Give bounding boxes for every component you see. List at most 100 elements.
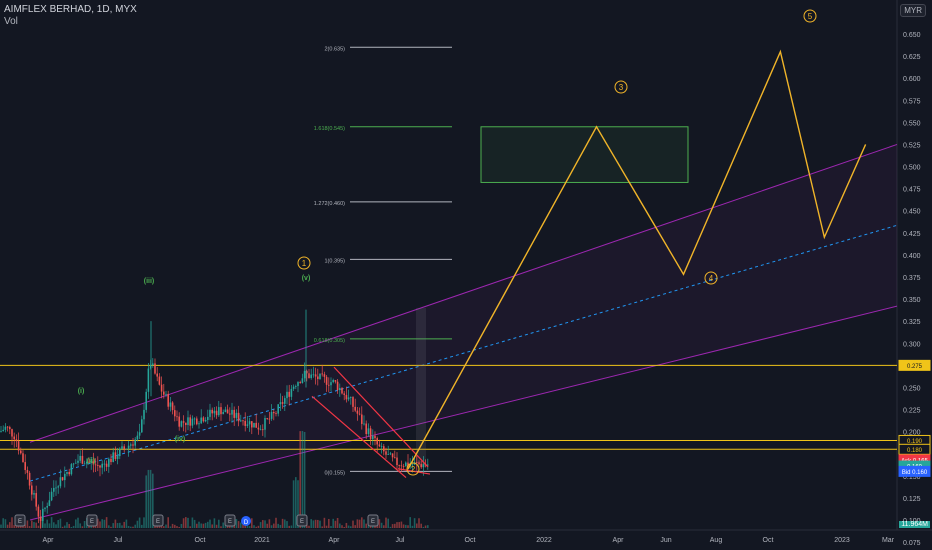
candle-body <box>213 410 216 414</box>
earnings-marker[interactable] <box>367 514 379 527</box>
volume-bar <box>105 517 108 528</box>
earnings-marker[interactable] <box>296 514 308 527</box>
candle-body <box>308 373 310 379</box>
volume-bar <box>218 519 220 528</box>
fib-level-label: 1(0.395) <box>325 258 346 264</box>
volume-bar <box>286 521 288 528</box>
earnings-marker[interactable] <box>14 514 26 527</box>
candle-body <box>72 463 75 465</box>
candle-body <box>37 506 40 517</box>
wedge-upper-line[interactable] <box>333 366 429 468</box>
earnings-marker-label: E <box>18 519 22 525</box>
price-axis-tag-label: 0.180 <box>907 448 923 454</box>
candle-body <box>116 456 119 459</box>
volume-bar <box>9 522 11 528</box>
candle-body <box>198 423 200 425</box>
candle-body <box>240 420 242 422</box>
candle-body <box>334 380 337 382</box>
candle-body <box>169 402 172 407</box>
volume-bar <box>198 521 200 528</box>
trend-channel-median[interactable] <box>29 224 898 482</box>
earnings-marker[interactable] <box>224 514 236 527</box>
candle-body <box>352 397 354 407</box>
candle-body <box>79 455 81 461</box>
candle-body <box>55 487 57 489</box>
volume-bar <box>281 518 284 528</box>
volume-bar <box>72 525 75 528</box>
volume-bar <box>332 518 334 528</box>
volume-bar <box>191 517 194 528</box>
candle-body <box>268 418 271 420</box>
candle-body <box>189 417 191 426</box>
volume-bar <box>253 525 255 528</box>
candle-body <box>130 444 132 446</box>
candle-body <box>233 409 235 418</box>
candle-body <box>215 410 218 416</box>
volume-bar <box>24 524 26 528</box>
candle-body <box>101 463 103 468</box>
time-tick-label: Jul <box>396 537 405 544</box>
candle-body <box>167 393 169 407</box>
wedge-lower-line[interactable] <box>311 395 407 479</box>
candle-body <box>427 464 429 466</box>
candle-body <box>174 410 176 417</box>
candle-body <box>165 393 167 395</box>
volume-bar <box>152 473 154 528</box>
price-axis-tag <box>898 359 931 371</box>
candle-body <box>367 428 370 435</box>
volume-bar <box>4 519 7 528</box>
candle-body <box>204 419 207 422</box>
time-tick-label: Oct <box>195 537 206 544</box>
candle-body <box>330 382 332 386</box>
volume-bar <box>97 518 99 528</box>
candle-body <box>136 435 139 440</box>
volume-bar <box>83 520 86 528</box>
volume-bar <box>321 526 323 528</box>
volume-bar <box>363 519 365 528</box>
earnings-marker[interactable] <box>152 514 164 527</box>
target-zone-box[interactable] <box>480 126 689 183</box>
trend-channel-upper[interactable] <box>29 143 898 443</box>
candle-body <box>284 398 286 404</box>
currency-badge[interactable]: MYR <box>900 4 926 17</box>
volume-bar <box>215 524 218 528</box>
time-tick-label: Jul <box>114 537 123 544</box>
volume-bar <box>303 431 306 528</box>
volume-bar <box>416 523 418 528</box>
candle-body <box>138 432 141 436</box>
candle-body <box>385 451 387 455</box>
volume-bar <box>259 522 262 528</box>
volume-bar <box>295 477 297 528</box>
volume-bar <box>187 517 189 528</box>
candle-body <box>420 464 422 468</box>
volume-bar <box>165 524 167 528</box>
candle-body <box>394 457 396 459</box>
candle-body <box>275 413 277 414</box>
candle-body <box>97 465 99 466</box>
candle-body <box>255 422 257 428</box>
price-tick-label: 0.450 <box>903 209 921 216</box>
trend-channel-lower[interactable] <box>29 305 898 521</box>
candle-body <box>361 414 363 424</box>
candle-body <box>358 413 361 415</box>
volume-bar <box>193 519 196 528</box>
candle-body <box>279 402 282 405</box>
price-tick-label: 0.075 <box>903 540 921 547</box>
volume-bar <box>402 524 405 528</box>
wedge-base-line[interactable] <box>397 468 431 475</box>
volume-bar <box>28 526 31 528</box>
price-tick-label: 0.300 <box>903 341 921 348</box>
volume-bar <box>130 526 132 528</box>
candle-body <box>182 421 185 423</box>
candle-body <box>299 382 301 383</box>
price-tick-label: 0.500 <box>903 165 921 172</box>
time-tick-label: 2023 <box>834 537 850 544</box>
elliott-forecast-path[interactable] <box>407 49 867 470</box>
dividend-marker[interactable] <box>241 516 251 526</box>
candle-body <box>20 450 22 454</box>
volume-bar <box>64 525 66 528</box>
candle-body <box>42 508 44 522</box>
earnings-marker[interactable] <box>86 514 98 527</box>
